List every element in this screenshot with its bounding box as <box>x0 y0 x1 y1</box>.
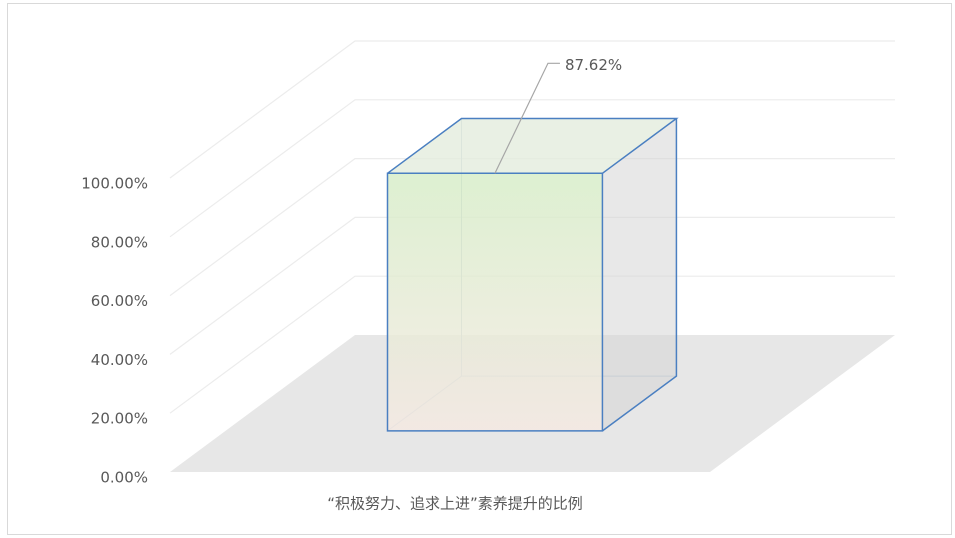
grid-line <box>169 216 895 355</box>
y-tick-label: 60.00% <box>91 292 148 310</box>
grid-line <box>169 275 895 414</box>
grid-line <box>169 99 895 238</box>
bar-edge <box>387 117 679 174</box>
bar-side <box>602 118 677 431</box>
y-tick-label: 100.00% <box>81 175 148 193</box>
bar-edge <box>601 118 678 432</box>
y-tick-label: 40.00% <box>91 351 148 369</box>
bar <box>387 173 603 431</box>
leader-line <box>494 62 560 174</box>
grid-line <box>169 158 895 297</box>
bar-top <box>387 118 677 174</box>
data-label: 87.62% <box>565 56 622 74</box>
y-tick-label: 80.00% <box>91 233 148 251</box>
y-tick-label: 20.00% <box>91 410 148 428</box>
x-tick-label: “积极努力、追求上进”素养提升的比例 <box>327 495 583 513</box>
grid-line <box>169 40 895 179</box>
y-tick-label: 0.00% <box>100 469 148 487</box>
